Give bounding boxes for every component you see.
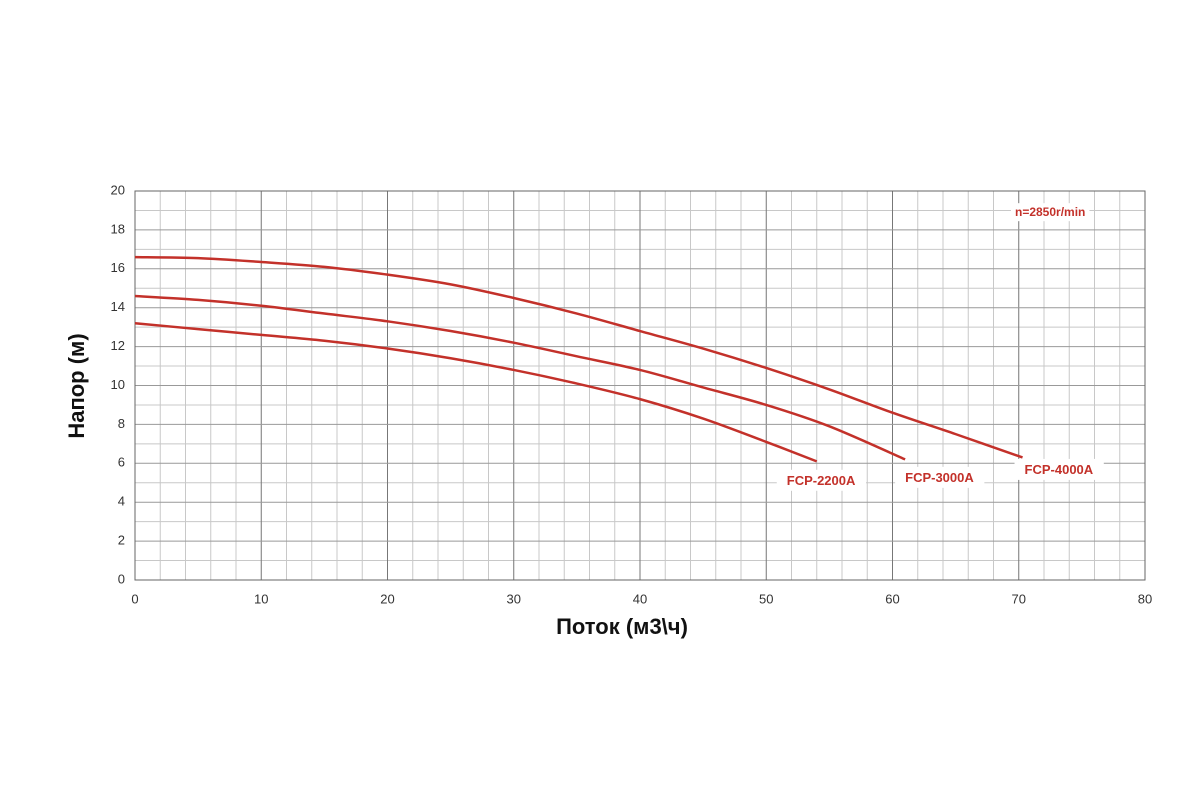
annotation-background xyxy=(1011,203,1090,222)
label-background xyxy=(895,466,985,488)
x-tick-label: 50 xyxy=(759,591,773,606)
x-tick-label: 40 xyxy=(633,591,647,606)
y-tick-label: 10 xyxy=(111,377,125,392)
series-line xyxy=(134,255,1023,459)
x-tick-label: 30 xyxy=(507,591,521,606)
series-line xyxy=(134,294,906,461)
y-tick-label: 14 xyxy=(111,299,125,314)
x-tick-label: 70 xyxy=(1012,591,1026,606)
label-background xyxy=(776,469,866,491)
label-background xyxy=(1014,458,1104,480)
y-tick-label: 20 xyxy=(111,182,125,197)
x-tick-label: 20 xyxy=(380,591,394,606)
y-tick-label: 2 xyxy=(118,533,125,548)
y-tick-label: 8 xyxy=(118,416,125,431)
y-tick-label: 4 xyxy=(118,494,125,509)
y-tick-label: 12 xyxy=(111,338,125,353)
y-tick-label: 0 xyxy=(118,571,125,586)
series-label: FCP-3000A xyxy=(905,470,974,485)
plot-border xyxy=(134,190,1146,581)
x-axis-label: Поток (м3\ч) xyxy=(556,614,688,639)
x-tick-label: 60 xyxy=(885,591,899,606)
x-tick-label: 80 xyxy=(1138,591,1152,606)
y-tick-label: 18 xyxy=(111,221,125,236)
y-tick-label: 16 xyxy=(111,260,125,275)
series-line xyxy=(134,322,818,463)
series-label: FCP-2200A xyxy=(787,473,856,488)
series-label: FCP-4000A xyxy=(1025,462,1094,477)
x-tick-label: 10 xyxy=(254,591,268,606)
y-axis-label: Напор (м) xyxy=(64,333,89,438)
x-tick-label: 0 xyxy=(131,591,138,606)
annotation: n=2850r/min xyxy=(1015,205,1085,219)
y-tick-label: 6 xyxy=(118,455,125,470)
